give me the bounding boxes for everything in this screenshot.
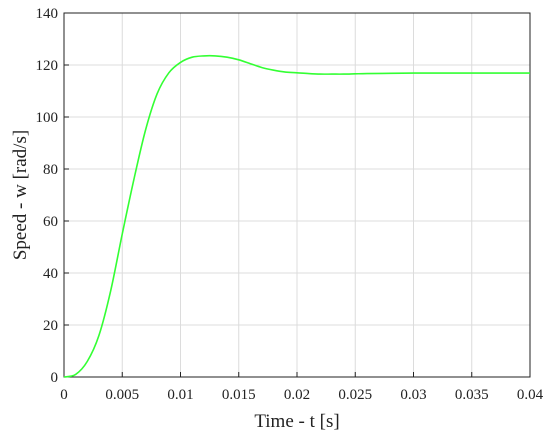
x-tick-label: 0.025 <box>338 387 372 403</box>
y-tick-label: 80 <box>43 162 58 178</box>
x-tick-label: 0 <box>60 387 68 403</box>
y-tick-label: 140 <box>36 6 59 22</box>
x-tick-label: 0.015 <box>222 387 256 403</box>
x-tick-label: 0.01 <box>167 387 193 403</box>
x-axis-label: Time - t [s] <box>254 411 339 432</box>
ticks: 0 0.005 0.01 0.015 0.02 0.025 0.03 0.035 0.04 0 20… <box>36 6 544 403</box>
y-axis-label: Speed - w [rad/s] <box>10 130 31 260</box>
x-tick-label: 0.03 <box>400 387 426 403</box>
y-tick-label: 40 <box>43 266 58 282</box>
x-tick-label: 0.04 <box>517 387 544 403</box>
x-tick-label: 0.02 <box>284 387 310 403</box>
plot-frame <box>63 12 531 378</box>
y-tick-label: 20 <box>43 318 58 334</box>
x-tick-label: 0.035 <box>455 387 489 403</box>
y-tick-label: 120 <box>36 58 59 74</box>
y-tick-label: 100 <box>36 110 59 126</box>
grid <box>63 12 531 378</box>
speed-series-line <box>63 54 530 378</box>
y-tick-label: 60 <box>43 214 58 230</box>
y-tick-label: 0 <box>51 370 59 386</box>
x-tick-label: 0.005 <box>105 387 139 403</box>
series <box>63 54 530 378</box>
